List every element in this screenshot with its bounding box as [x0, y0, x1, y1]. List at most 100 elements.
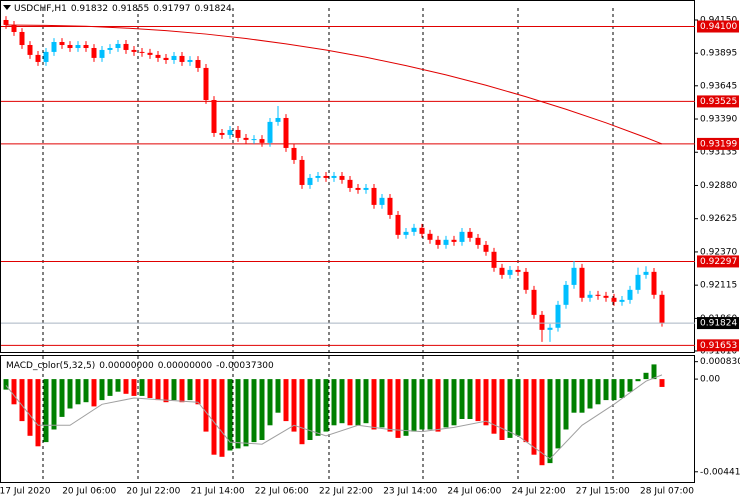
- candle-body: [59, 42, 65, 46]
- indicator-name: MACD_color(5,32,5): [6, 361, 95, 371]
- macd-panel-frame: [0, 355, 695, 483]
- candle-body: [643, 271, 649, 275]
- candle-body: [563, 284, 569, 305]
- macd-bar: [579, 379, 585, 413]
- macd-bar: [595, 379, 601, 405]
- level-label: 0.94100: [700, 22, 737, 32]
- y-tick-label: 0.92625: [700, 214, 737, 224]
- main-header: USDCHF,H1 0.91832 0.91855 0.91797 0.91824: [14, 4, 232, 14]
- macd-bar: [331, 379, 337, 426]
- candle-body: [499, 267, 505, 275]
- macd-bar: [235, 379, 241, 449]
- macd-bar: [515, 379, 521, 436]
- candle-body: [451, 239, 457, 242]
- macd-bar: [227, 379, 233, 451]
- candle-body: [219, 132, 225, 135]
- x-tick-label: 17 Jul 2020: [0, 487, 51, 497]
- candle-body: [627, 289, 633, 300]
- macd-bar: [243, 379, 249, 447]
- macd-bar: [75, 379, 81, 405]
- candle-body: [67, 45, 73, 49]
- macd-bar: [43, 379, 49, 443]
- macd-bar: [547, 379, 553, 464]
- y-tick-label: 0.00: [700, 375, 720, 385]
- header-value: 0.91797: [153, 4, 190, 14]
- macd-bar: [379, 379, 385, 428]
- macd-bar: [371, 379, 377, 430]
- candle-body: [435, 239, 441, 245]
- y-tick-label: 0.93645: [700, 81, 737, 91]
- collapse-icon[interactable]: [3, 5, 11, 10]
- x-tick-label: 22 Jul 06:00: [255, 487, 309, 497]
- last-price-box: [697, 317, 739, 330]
- candle-body: [51, 42, 57, 52]
- macd-bar: [651, 364, 657, 380]
- y-tick-label: 0.92370: [700, 247, 737, 257]
- x-tick-label: 27 Jul 15:00: [576, 487, 630, 497]
- header-value: 0.91832: [71, 4, 108, 14]
- candle-body: [363, 187, 369, 190]
- candle-body: [611, 297, 617, 302]
- macd-bar: [259, 379, 265, 440]
- candle-body: [75, 45, 81, 49]
- macd-bar: [323, 379, 329, 432]
- x-tick-label: 23 Jul 14:00: [383, 487, 437, 497]
- macd-bar: [619, 379, 625, 398]
- candle-body: [467, 231, 473, 238]
- macd-bar: [163, 379, 169, 403]
- macd-bar: [539, 379, 545, 466]
- macd-bar: [443, 379, 449, 428]
- candle-body: [139, 51, 145, 53]
- macd-bar: [355, 379, 361, 426]
- macd-bar: [251, 379, 257, 443]
- candle-body: [243, 137, 249, 140]
- candle-body: [571, 267, 577, 285]
- macd-bar: [339, 379, 345, 424]
- macd-bar: [363, 379, 369, 424]
- level-label-box: [697, 255, 739, 268]
- header-value: 0.91855: [112, 4, 149, 14]
- moving-average: [5, 24, 663, 145]
- macd-bar: [395, 379, 401, 438]
- candle-body: [291, 147, 297, 160]
- macd-bar: [587, 379, 593, 409]
- y-tick-label: 0.91610: [700, 346, 737, 356]
- header-value: 0.91824: [194, 4, 231, 14]
- level-label: 0.92297: [700, 257, 737, 267]
- candle-body: [91, 48, 97, 58]
- macd-bar: [531, 379, 537, 455]
- candle-body: [371, 187, 377, 205]
- macd-bar: [491, 379, 497, 434]
- macd-header: MACD_color(5,32,5) 0.00000000 0.00000000 -0…: [6, 361, 274, 371]
- y-tick-label: -0.0044136: [700, 467, 740, 477]
- level-label: 0.93525: [700, 97, 737, 107]
- candle-body: [659, 294, 665, 324]
- candle-body: [179, 55, 185, 62]
- macd-bar: [499, 379, 505, 440]
- candle-body: [555, 304, 561, 328]
- header-value: 0.00000000: [99, 361, 154, 371]
- candle-body: [459, 231, 465, 242]
- macd-bar: [147, 379, 153, 398]
- macd-bar: [403, 379, 409, 436]
- macd-bar: [611, 379, 617, 401]
- x-tick-label: 20 Jul 06:00: [62, 487, 116, 497]
- candle-body: [299, 159, 305, 185]
- header-value: 0.00000000: [158, 361, 213, 371]
- macd-bar: [131, 379, 137, 396]
- macd-bar: [411, 379, 417, 432]
- candle-body: [547, 327, 553, 330]
- day-separators: [42, 8, 614, 482]
- macd-bar: [387, 379, 393, 432]
- macd-bar: [571, 379, 577, 413]
- candle-body: [259, 139, 265, 143]
- macd-bar: [267, 379, 273, 426]
- x-tick-label: 24 Jul 22:00: [512, 487, 566, 497]
- candle-body: [507, 269, 513, 275]
- candle-body: [387, 197, 393, 215]
- candle-body: [355, 187, 361, 190]
- candle-body: [35, 54, 41, 62]
- macd-bar: [419, 379, 425, 430]
- y-tick-label: 0.93135: [700, 148, 737, 158]
